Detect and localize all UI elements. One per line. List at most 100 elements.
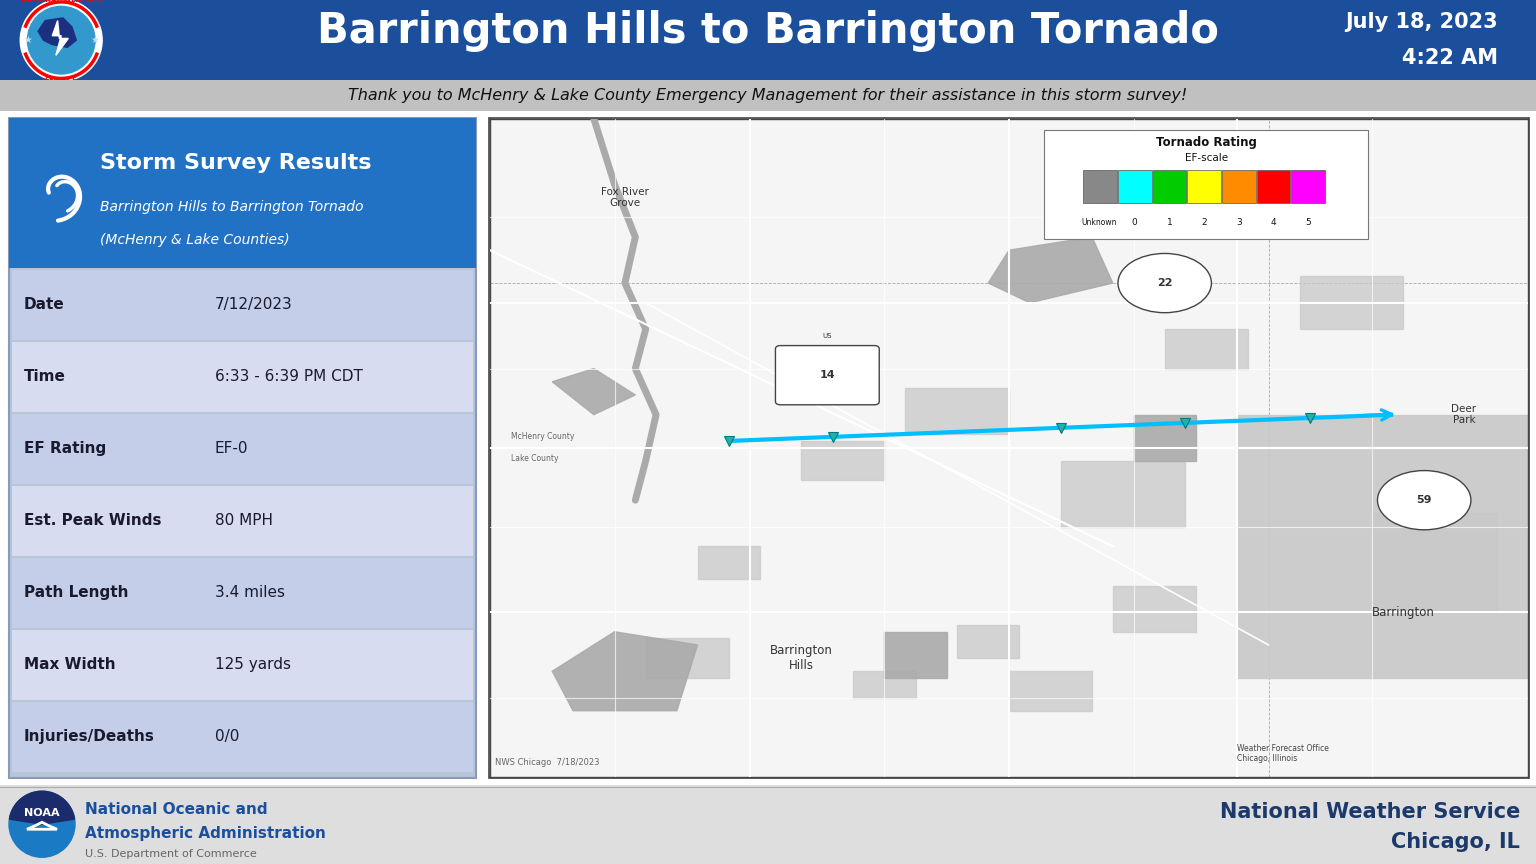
FancyBboxPatch shape	[12, 270, 473, 340]
Text: 4: 4	[1270, 218, 1276, 226]
FancyBboxPatch shape	[1256, 170, 1290, 203]
Text: U.S. Department of Commerce: U.S. Department of Commerce	[84, 849, 257, 860]
Text: Thank you to McHenry & Lake County Emergency Management for their assistance in : Thank you to McHenry & Lake County Emerg…	[349, 88, 1187, 103]
Polygon shape	[957, 626, 1020, 658]
FancyBboxPatch shape	[9, 118, 476, 268]
Text: 5: 5	[1306, 218, 1312, 226]
Polygon shape	[38, 18, 77, 48]
FancyBboxPatch shape	[12, 630, 473, 700]
Text: 22: 22	[1157, 278, 1172, 288]
FancyBboxPatch shape	[12, 341, 473, 411]
FancyBboxPatch shape	[492, 121, 1525, 774]
Text: Barrington: Barrington	[1372, 606, 1435, 619]
Polygon shape	[854, 671, 915, 697]
FancyBboxPatch shape	[12, 557, 473, 627]
Polygon shape	[553, 369, 636, 415]
Text: Unknown: Unknown	[1081, 218, 1117, 226]
FancyBboxPatch shape	[1152, 170, 1186, 203]
Text: Lake County: Lake County	[511, 454, 558, 463]
FancyBboxPatch shape	[1223, 170, 1255, 203]
FancyBboxPatch shape	[1044, 130, 1369, 239]
Polygon shape	[1164, 329, 1247, 369]
Text: Date: Date	[25, 297, 65, 312]
Polygon shape	[645, 638, 728, 678]
Text: Storm Survey Results: Storm Survey Results	[100, 153, 372, 173]
Text: Barrington
Hills: Barrington Hills	[770, 644, 833, 672]
Text: NWS Chicago  7/18/2023: NWS Chicago 7/18/2023	[495, 758, 599, 766]
Text: Lake
Barrington: Lake Barrington	[1210, 187, 1266, 208]
FancyBboxPatch shape	[1083, 170, 1117, 203]
Text: 125 yards: 125 yards	[215, 657, 290, 672]
Text: McHenry County: McHenry County	[511, 432, 574, 441]
Polygon shape	[52, 21, 68, 55]
Circle shape	[1118, 253, 1212, 313]
Text: ★: ★	[91, 35, 100, 45]
Text: 14: 14	[820, 370, 836, 380]
Text: 6:33 - 6:39 PM CDT: 6:33 - 6:39 PM CDT	[215, 369, 362, 384]
FancyBboxPatch shape	[12, 414, 473, 484]
Circle shape	[9, 791, 75, 857]
FancyBboxPatch shape	[0, 785, 1536, 864]
Text: Barrington Hills to Barrington Tornado: Barrington Hills to Barrington Tornado	[316, 10, 1220, 52]
Text: 59: 59	[1416, 495, 1432, 505]
Text: (McHenry & Lake Counties): (McHenry & Lake Counties)	[100, 233, 290, 247]
FancyBboxPatch shape	[12, 702, 473, 772]
Polygon shape	[885, 632, 946, 678]
Text: Injuries/Deaths: Injuries/Deaths	[25, 729, 155, 744]
Text: 1: 1	[1166, 218, 1172, 226]
FancyBboxPatch shape	[1292, 170, 1326, 203]
Text: EF Rating: EF Rating	[25, 442, 106, 456]
Text: July 18, 2023: July 18, 2023	[1346, 12, 1498, 33]
FancyBboxPatch shape	[0, 80, 1536, 111]
Polygon shape	[1112, 586, 1197, 632]
FancyBboxPatch shape	[0, 0, 1536, 80]
FancyBboxPatch shape	[12, 486, 473, 556]
Text: 7/12/2023: 7/12/2023	[215, 297, 293, 312]
Text: 3.4 miles: 3.4 miles	[215, 585, 286, 600]
Text: ★: ★	[23, 35, 32, 45]
Text: National Oceanic and: National Oceanic and	[84, 803, 267, 817]
Text: NATIONAL WEATHER: NATIONAL WEATHER	[22, 0, 101, 3]
Polygon shape	[1372, 513, 1498, 612]
Text: Fox River
Grove: Fox River Grove	[601, 187, 648, 208]
Polygon shape	[905, 388, 1009, 435]
Text: Deer
Park: Deer Park	[1452, 403, 1476, 425]
Text: Barrington Hills to Barrington Tornado: Barrington Hills to Barrington Tornado	[100, 200, 364, 214]
Text: Est. Peak Winds: Est. Peak Winds	[25, 513, 161, 528]
Text: Max Width: Max Width	[25, 657, 115, 672]
FancyBboxPatch shape	[1118, 170, 1152, 203]
Text: 80 MPH: 80 MPH	[215, 513, 273, 528]
Polygon shape	[9, 791, 75, 824]
Polygon shape	[697, 546, 760, 579]
Text: 0/0: 0/0	[215, 729, 240, 744]
Circle shape	[20, 0, 101, 81]
Text: 2: 2	[1201, 218, 1207, 226]
Circle shape	[28, 6, 95, 74]
Polygon shape	[1134, 415, 1197, 461]
Polygon shape	[988, 237, 1112, 302]
Text: EF-scale: EF-scale	[1184, 153, 1227, 163]
Polygon shape	[1238, 415, 1528, 678]
Text: NOAA: NOAA	[25, 808, 60, 817]
FancyBboxPatch shape	[1187, 170, 1221, 203]
Text: Tornado Rating: Tornado Rating	[1155, 136, 1256, 149]
Polygon shape	[1009, 671, 1092, 711]
Polygon shape	[553, 632, 697, 711]
Text: National Weather Service: National Weather Service	[1220, 803, 1521, 823]
Polygon shape	[1061, 461, 1186, 526]
FancyBboxPatch shape	[488, 118, 1528, 778]
FancyBboxPatch shape	[776, 346, 879, 405]
Text: 0: 0	[1132, 218, 1138, 226]
Text: SERVICE: SERVICE	[45, 77, 78, 83]
Text: EF-0: EF-0	[215, 442, 249, 456]
Text: 4:22 AM: 4:22 AM	[1401, 48, 1498, 68]
FancyBboxPatch shape	[9, 118, 476, 778]
Text: Atmospheric Administration: Atmospheric Administration	[84, 826, 326, 842]
Text: 3: 3	[1236, 218, 1241, 226]
Text: Weather Forecast Office
Chicago, Illinois: Weather Forecast Office Chicago, Illinoi…	[1238, 744, 1329, 764]
Polygon shape	[1299, 276, 1404, 329]
Circle shape	[1378, 471, 1471, 530]
Text: Chicago, IL: Chicago, IL	[1392, 832, 1521, 852]
Text: US: US	[823, 333, 833, 339]
Text: Path Length: Path Length	[25, 585, 129, 600]
